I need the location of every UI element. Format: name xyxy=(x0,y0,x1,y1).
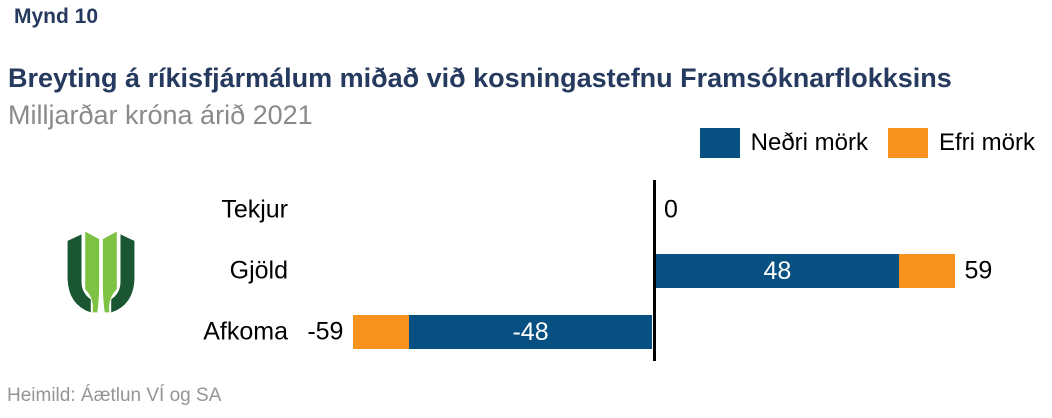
legend-label-nedri-mork: Neðri mörk xyxy=(750,129,868,156)
bar-value-inside-label: -48 xyxy=(512,317,549,346)
category-label-afkoma: Afkoma xyxy=(203,317,288,346)
zero-axis xyxy=(653,180,656,361)
bar-efri-afkoma xyxy=(353,315,410,349)
bar-efri-gjöld xyxy=(898,254,955,288)
legend: Neðri mörk Efri mörk xyxy=(699,128,1035,158)
category-label-gjöld: Gjöld xyxy=(229,256,288,285)
value-label-tekjur: 0 xyxy=(664,195,678,224)
legend-label-efri-mork: Efri mörk xyxy=(939,129,1035,156)
legend-swatch-efri-mork xyxy=(888,128,928,158)
value-label-gjöld: 59 xyxy=(964,256,993,285)
bar-nedri-gjöld: 48 xyxy=(656,254,899,288)
legend-swatch-nedri-mork xyxy=(699,128,740,158)
source-note: Heimild: Áætlun VÍ og SA xyxy=(7,385,222,406)
chart-subtitle: Milljarðar króna árið 2021 xyxy=(8,100,313,130)
figure-number: Mynd 10 xyxy=(14,5,99,28)
bar-nedri-afkoma: -48 xyxy=(409,315,652,349)
category-label-tekjur: Tekjur xyxy=(221,195,288,224)
legend-item-nedri-mork: Neðri mörk xyxy=(699,128,868,158)
open-book-logo xyxy=(62,226,140,319)
value-label-afkoma: -59 xyxy=(307,317,344,346)
legend-item-efri-mork: Efri mörk xyxy=(888,128,1035,158)
chart-title: Breyting á ríkisfjármálum miðað við kosn… xyxy=(8,63,952,93)
bar-value-inside-label: 48 xyxy=(763,256,792,285)
